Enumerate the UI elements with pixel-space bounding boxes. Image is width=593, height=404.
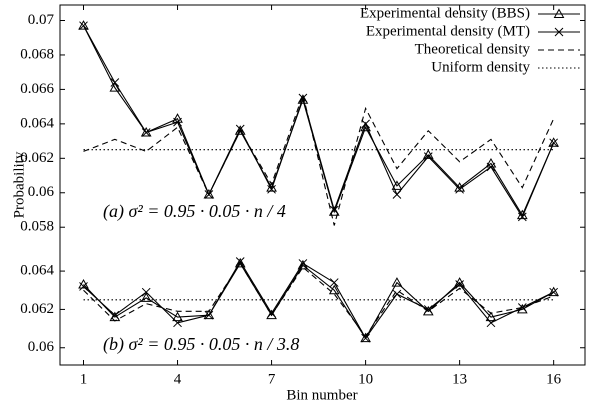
annotation: (a) σ² = 0.95 · 0.05 · n / 4 xyxy=(103,201,286,222)
marker-triangle xyxy=(485,311,497,322)
marker-triangle xyxy=(172,311,183,322)
y-tick-label: 0.064 xyxy=(20,263,54,279)
marker-x xyxy=(173,117,182,127)
x-tick-label: 4 xyxy=(174,371,182,387)
y-tick-label: 0.06 xyxy=(28,339,55,355)
marker-x xyxy=(517,303,527,312)
marker-x xyxy=(361,333,370,343)
marker-x xyxy=(110,78,120,87)
marker-x xyxy=(517,212,527,222)
marker-x xyxy=(141,287,151,297)
legend-label: Theoretical density xyxy=(415,41,531,57)
marker-triangle xyxy=(548,137,560,147)
marker-x xyxy=(110,310,120,320)
marker-triangle xyxy=(109,82,121,92)
marker-triangle xyxy=(203,309,215,320)
x-tick-label: 1 xyxy=(80,371,88,387)
y-tick-label: 0.062 xyxy=(20,301,54,317)
y-tick-label: 0.066 xyxy=(20,81,54,97)
marker-x xyxy=(361,119,370,129)
marker-x xyxy=(235,257,245,266)
marker-x xyxy=(329,278,339,287)
legend-marker xyxy=(553,8,565,18)
y-tick-label: 0.058 xyxy=(20,219,54,235)
marker-triangle xyxy=(360,332,371,343)
legend-label: Experimental density (BBS) xyxy=(360,5,530,21)
marker-triangle xyxy=(422,305,434,316)
marker-x xyxy=(549,138,559,148)
x-tick-label: 7 xyxy=(268,371,276,387)
marker-x xyxy=(455,184,464,194)
marker-x xyxy=(235,124,245,134)
marker-x xyxy=(423,305,433,314)
series-line xyxy=(83,262,554,338)
x-tick-label: 16 xyxy=(546,371,562,387)
series-line xyxy=(83,262,554,340)
marker-x xyxy=(141,128,151,137)
marker-triangle xyxy=(548,286,560,297)
y-axis-label: Probability xyxy=(11,151,27,218)
marker-x xyxy=(549,287,559,297)
marker-triangle xyxy=(234,125,246,135)
marker-x xyxy=(298,259,308,268)
plot-frame xyxy=(59,4,586,366)
marker-triangle xyxy=(266,309,277,320)
marker-triangle xyxy=(234,257,246,268)
y-tick-label: 0.062 xyxy=(20,150,54,166)
y-tick-label: 0.064 xyxy=(20,115,54,131)
x-tick-label: 13 xyxy=(452,371,467,387)
y-tick-label: 0.06 xyxy=(28,184,55,200)
marker-x xyxy=(79,21,88,31)
marker-x xyxy=(173,318,182,328)
annotation: (b) σ² = 0.95 · 0.05 · n / 3.8 xyxy=(103,334,299,355)
marker-x xyxy=(79,282,88,291)
marker-triangle xyxy=(328,206,340,216)
x-axis-label: Bin number xyxy=(286,387,357,403)
marker-triangle xyxy=(297,94,309,104)
y-tick-label: 0.07 xyxy=(28,12,55,28)
x-tick-label: 10 xyxy=(358,371,373,387)
marker-x xyxy=(486,162,496,172)
series-line xyxy=(83,260,554,340)
series-line xyxy=(83,92,555,226)
legend-label: Uniform density xyxy=(431,59,530,75)
marker-triangle xyxy=(78,20,89,30)
marker-triangle xyxy=(328,284,340,295)
y-tick-label: 0.068 xyxy=(20,46,54,62)
marker-x xyxy=(455,280,464,289)
series-line xyxy=(83,25,555,219)
marker-x xyxy=(204,310,214,320)
marker-x xyxy=(392,190,402,199)
marker-x xyxy=(267,184,276,194)
marker-x xyxy=(423,152,433,161)
marker-triangle xyxy=(391,277,403,287)
legend-marker xyxy=(554,27,564,37)
legend-label: Experimental density (MT) xyxy=(366,23,530,39)
marker-triangle xyxy=(391,180,403,190)
marker-triangle xyxy=(140,292,152,302)
marker-triangle xyxy=(203,188,215,199)
marker-x xyxy=(486,318,496,328)
